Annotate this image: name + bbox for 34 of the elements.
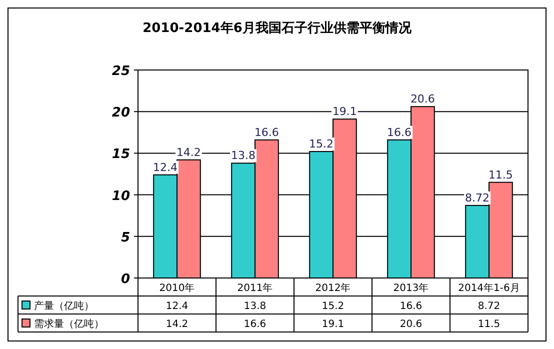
annotation: 13.8 [231, 149, 256, 162]
data-label: 8.72 [478, 301, 500, 312]
x-tick-label: 2012年 [315, 282, 351, 294]
annotation: 16.6 [387, 126, 412, 139]
legend-label: 需求量（亿吨） [34, 318, 104, 330]
data-label: 20.6 [400, 319, 422, 330]
annotation: 11.5 [488, 168, 513, 182]
y-tick-label: 20 [112, 106, 130, 121]
annotation: 19.1 [332, 105, 357, 118]
x-tick-label: 2010年 [159, 282, 195, 294]
data-label: 12.4 [166, 301, 188, 312]
annotation: 20.6 [410, 92, 435, 106]
x-tick-label: 2014年1-6月 [458, 282, 520, 294]
y-tick-label: 25 [112, 64, 130, 79]
data-label: 19.1 [322, 319, 344, 330]
annotation: 14.2 [176, 146, 201, 159]
legend-label: 产量（亿吨） [34, 300, 94, 312]
data-label: 13.8 [244, 301, 266, 312]
annotation: 8.72 [465, 191, 490, 204]
y-tick-label: 15 [112, 147, 130, 162]
y-tick-label: 0 [120, 272, 130, 287]
data-label: 11.5 [478, 319, 500, 330]
annotation: 16.6 [254, 126, 279, 139]
data-label: 16.6 [244, 319, 266, 330]
annotation: 15.2 [309, 138, 334, 151]
x-tick-label: 2013年 [393, 282, 429, 294]
annotation: 12.4 [153, 160, 178, 174]
data-label: 14.2 [166, 319, 188, 330]
y-tick-label: 5 [120, 230, 130, 246]
x-tick-label: 2011年 [237, 282, 273, 294]
data-label: 16.6 [400, 301, 422, 312]
data-label: 15.2 [322, 301, 344, 312]
chart-title: 2010-2014年6月我国石子行业供需平衡情况 [142, 20, 412, 36]
y-tick-label: 10 [112, 188, 130, 204]
